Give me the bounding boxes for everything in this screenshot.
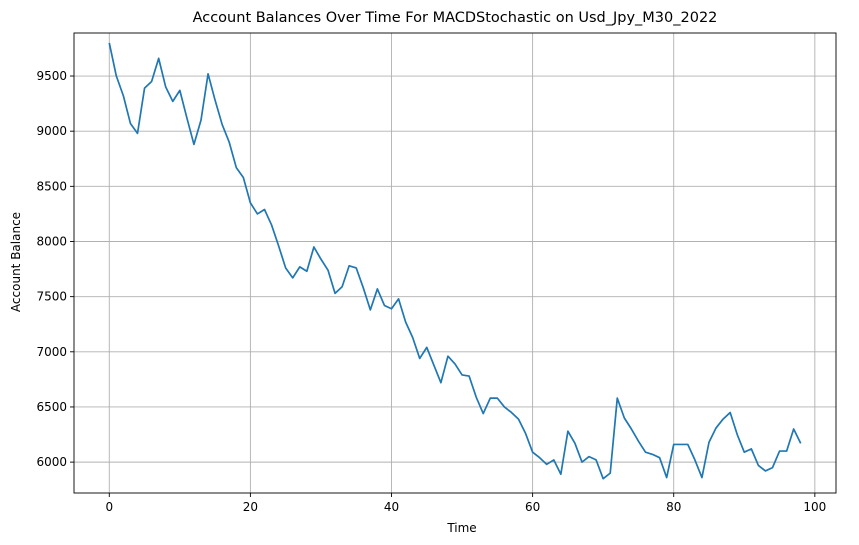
y-tick-label: 7000 [36,345,67,359]
y-axis-ticks: 6000 6500 7000 7500 8000 8500 9000 9500 [36,69,74,469]
plot-area-frame [73,32,837,494]
y-tick-label: 7500 [36,290,67,304]
x-axis-label: Time [446,521,476,535]
grid-lines [74,33,836,493]
y-tick-label: 9500 [36,69,67,83]
chart-title: Account Balances Over Time For MACDStoch… [193,10,718,26]
y-tick-label: 9000 [36,124,67,138]
y-tick-label: 8000 [36,234,67,248]
series-layer [108,42,802,480]
x-tick-label: 20 [243,500,258,514]
x-tick-label: 100 [803,500,826,514]
y-axis-label: Account Balance [9,212,23,312]
x-tick-label: 60 [525,500,540,514]
y-tick-label: 8500 [36,179,67,193]
x-tick-label: 0 [105,500,113,514]
x-axis-ticks: 0 20 40 60 80 100 [105,493,826,514]
y-tick-label: 6000 [36,455,67,469]
y-tick-label: 6500 [36,400,67,414]
series-line [108,42,802,480]
x-tick-label: 40 [384,500,399,514]
x-tick-label: 80 [666,500,681,514]
